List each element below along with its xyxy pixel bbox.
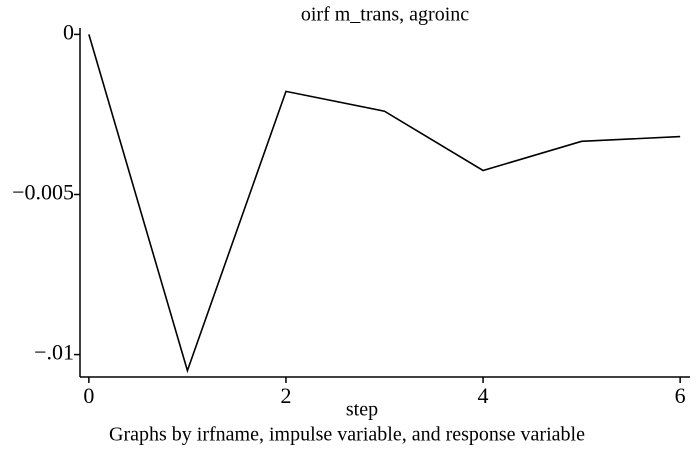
chart-title: oirf m_trans, agroinc: [301, 4, 469, 26]
x-tick-label: 0: [83, 383, 94, 408]
y-tick-label: 0: [63, 19, 74, 44]
line-series: [88, 34, 681, 374]
y-tick-label: −.01: [34, 340, 74, 365]
y-tick-label: −0.005: [12, 180, 74, 205]
x-tick-label: 4: [478, 383, 489, 408]
x-tick-label: 2: [280, 383, 291, 408]
x-axis-label: step: [346, 399, 378, 421]
x-tick-label: 6: [675, 383, 686, 408]
note: Graphs by irfname, impulse variable, and…: [109, 424, 585, 446]
